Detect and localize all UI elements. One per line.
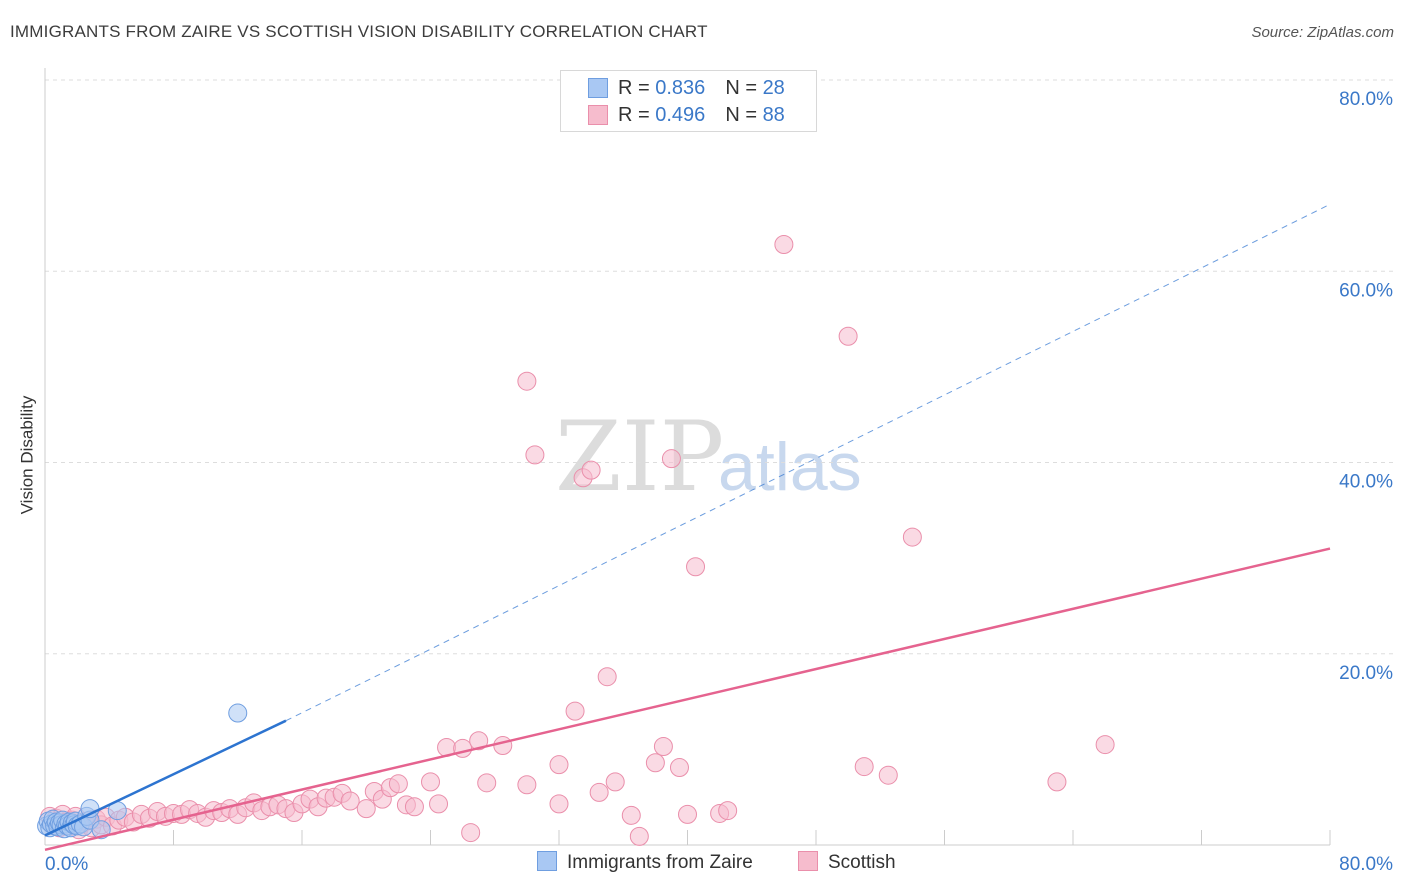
source-label: Source: ZipAtlas.com <box>1251 24 1394 41</box>
scottish-point <box>686 557 706 577</box>
scottish-point <box>493 736 513 756</box>
scottish-point <box>678 804 697 824</box>
bottom-legend-swatch-zaire <box>537 851 557 871</box>
scottish-point <box>605 772 625 792</box>
scottish-point <box>525 445 545 465</box>
legend-swatch-zaire <box>588 78 608 98</box>
scottish-point <box>388 774 408 794</box>
scottish-point <box>878 765 898 785</box>
zaire-trend-extension <box>285 203 1331 722</box>
scottish-point <box>565 701 585 721</box>
legend-n-value: 28 <box>762 77 785 99</box>
scottish-point <box>421 772 440 792</box>
legend-swatch-scottish <box>588 105 608 125</box>
scottish-point <box>549 755 569 775</box>
scottish-point <box>653 737 673 757</box>
bottom-legend-zaire: Immigrants from Zaire <box>537 851 753 874</box>
scottish-point <box>774 234 794 254</box>
legend-row-scottish: R = 0.496 N = 88 <box>588 103 785 127</box>
chart-title: IMMIGRANTS FROM ZAIRE VS SCOTTISH VISION… <box>10 22 708 41</box>
bottom-legend-scottish: Scottish <box>798 851 896 874</box>
scottish-point <box>581 460 601 480</box>
scottish-point <box>621 805 641 825</box>
scottish-point <box>477 773 497 793</box>
legend-n-value: 88 <box>762 104 785 126</box>
legend-r-label: R = <box>618 104 656 126</box>
scottish-point <box>356 799 376 819</box>
bottom-legend-label-zaire: Immigrants from Zaire <box>567 852 753 873</box>
zaire-point <box>91 820 111 840</box>
scottish-point <box>902 527 922 547</box>
legend-row-zaire: R = 0.836 N = 28 <box>588 76 785 100</box>
scottish-point <box>718 801 738 821</box>
zaire-trend-line <box>44 719 287 837</box>
scottish-point <box>517 775 537 795</box>
scottish-point <box>453 738 473 758</box>
y-tick-label: 40.0% <box>1339 472 1393 493</box>
scottish-point <box>461 823 481 843</box>
watermark-zip: ZIP <box>555 401 724 513</box>
legend-r-value: 0.836 <box>655 77 706 99</box>
scottish-point <box>549 794 569 814</box>
scottish-point <box>1095 735 1115 755</box>
legend-n-label: N = <box>725 77 763 99</box>
zaire-point <box>228 703 248 723</box>
scottish-point <box>429 794 449 814</box>
scottish-point <box>669 758 689 778</box>
watermark-atlas: atlas <box>718 429 862 505</box>
legend-r-label: R = <box>618 77 656 99</box>
bottom-legend-swatch-scottish <box>798 851 818 871</box>
scottish-point <box>340 791 360 811</box>
legend-r-value: 0.496 <box>655 104 706 126</box>
scottish-point <box>469 731 489 751</box>
correlation-legend: R = 0.836 N = 28 R = 0.496 N = 88 <box>560 70 817 132</box>
x-tick-label: 0.0% <box>45 854 88 875</box>
legend-n-label: N = <box>725 104 763 126</box>
scottish-point <box>629 826 649 846</box>
scottish-point <box>854 757 874 777</box>
scottish-point <box>645 753 665 773</box>
scottish-point <box>838 326 858 346</box>
x-tick-label: 80.0% <box>1339 854 1393 875</box>
y-tick-label: 20.0% <box>1339 663 1393 684</box>
scottish-point <box>1047 772 1067 792</box>
scottish-point <box>589 782 609 802</box>
y-tick-label: 60.0% <box>1339 280 1393 301</box>
scottish-trend-line <box>44 547 1331 851</box>
scottish-point <box>661 449 681 469</box>
scottish-point <box>597 667 617 687</box>
y-tick-label: 80.0% <box>1339 89 1393 110</box>
scottish-point <box>517 371 537 391</box>
bottom-legend-label-scottish: Scottish <box>828 852 896 873</box>
scottish-point <box>404 797 424 817</box>
